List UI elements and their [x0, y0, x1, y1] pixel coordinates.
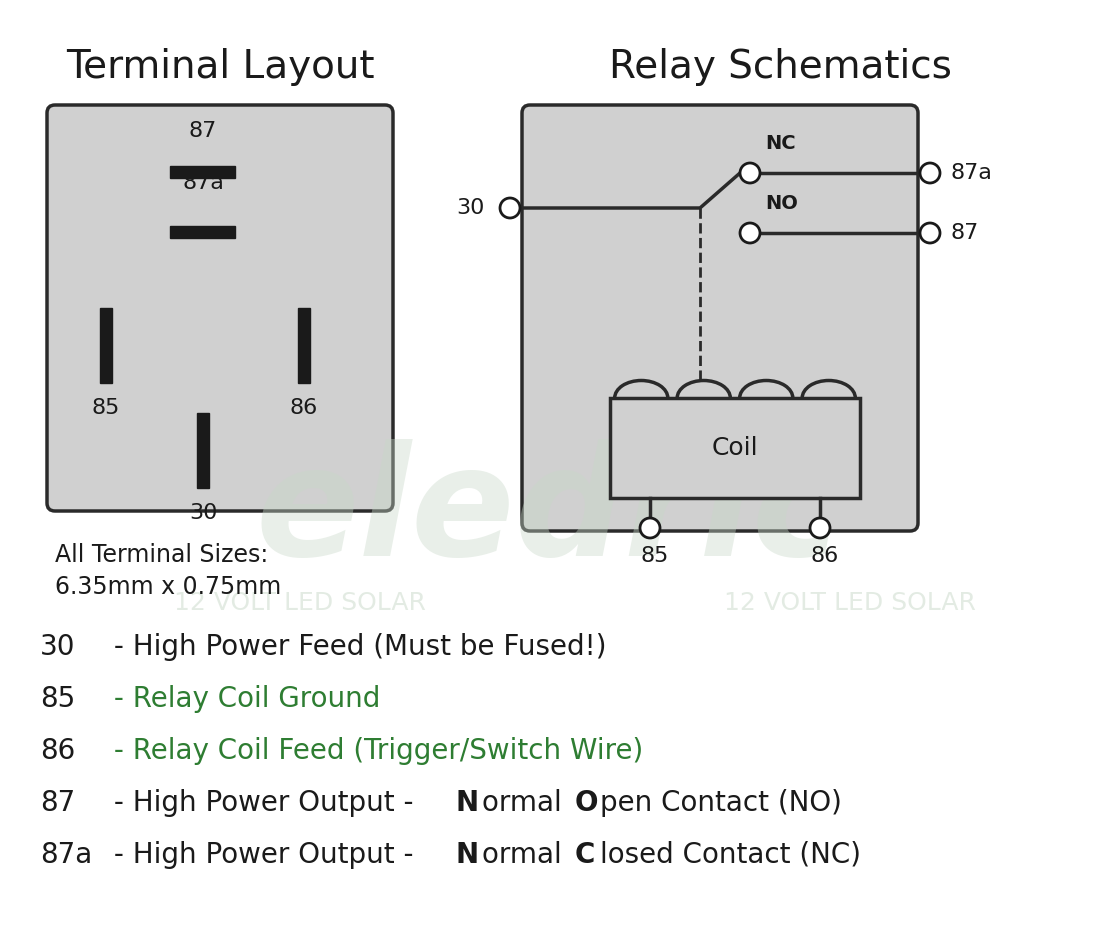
- Polygon shape: [80, 153, 250, 383]
- Text: 87: 87: [40, 789, 76, 817]
- Bar: [170, 166, 235, 178]
- Bar: [100, 308, 112, 383]
- Text: 86: 86: [811, 546, 839, 566]
- Text: ormal: ormal: [482, 841, 571, 869]
- Circle shape: [920, 163, 940, 183]
- Text: N: N: [455, 789, 478, 817]
- Text: pen Contact (NO): pen Contact (NO): [600, 789, 842, 817]
- Text: 85: 85: [641, 546, 669, 566]
- Text: 12 VOLT LED SOLAR: 12 VOLT LED SOLAR: [724, 591, 976, 615]
- Circle shape: [500, 198, 520, 218]
- Bar: [197, 413, 209, 488]
- Text: - Relay Coil Feed (Trigger/Switch Wire): - Relay Coil Feed (Trigger/Switch Wire): [105, 737, 643, 765]
- Text: 85: 85: [92, 398, 120, 418]
- Text: 85: 85: [40, 685, 76, 713]
- Text: O: O: [575, 789, 598, 817]
- Text: 12 VOLT LED SOLAR: 12 VOLT LED SOLAR: [175, 591, 426, 615]
- Text: 86: 86: [40, 737, 76, 765]
- Text: - High Power Output -: - High Power Output -: [105, 789, 423, 817]
- Circle shape: [640, 518, 660, 538]
- Text: Terminal Layout: Terminal Layout: [66, 48, 374, 86]
- Bar: [298, 308, 310, 383]
- Text: 87a: 87a: [950, 163, 991, 183]
- Text: losed Contact (NC): losed Contact (NC): [600, 841, 861, 869]
- Text: - High Power Feed (Must be Fused!): - High Power Feed (Must be Fused!): [105, 633, 606, 661]
- FancyBboxPatch shape: [47, 105, 393, 511]
- Text: All Terminal Sizes:
6.35mm x 0.75mm: All Terminal Sizes: 6.35mm x 0.75mm: [55, 543, 281, 599]
- Text: Coil: Coil: [712, 436, 759, 460]
- Circle shape: [810, 518, 830, 538]
- Bar: [610, 398, 860, 498]
- Text: 30: 30: [189, 503, 217, 523]
- Text: 86: 86: [290, 398, 318, 418]
- Text: NO: NO: [765, 194, 798, 213]
- Text: ormal: ormal: [482, 789, 571, 817]
- Circle shape: [920, 223, 940, 243]
- Text: C: C: [575, 841, 595, 869]
- Bar: [170, 226, 235, 238]
- Circle shape: [740, 163, 760, 183]
- Text: 87a: 87a: [182, 173, 224, 193]
- Circle shape: [740, 223, 760, 243]
- Text: Relay Schematics: Relay Schematics: [608, 48, 952, 86]
- Text: 87: 87: [950, 223, 978, 243]
- Text: 87: 87: [189, 121, 217, 141]
- FancyBboxPatch shape: [522, 105, 918, 531]
- Text: 30: 30: [457, 198, 485, 218]
- Text: NC: NC: [765, 134, 796, 153]
- Text: N: N: [455, 841, 478, 869]
- Text: 87a: 87a: [40, 841, 92, 869]
- Text: - High Power Output -: - High Power Output -: [105, 841, 423, 869]
- Text: eledric: eledric: [256, 439, 842, 588]
- Text: - Relay Coil Ground: - Relay Coil Ground: [105, 685, 380, 713]
- Text: 30: 30: [40, 633, 76, 661]
